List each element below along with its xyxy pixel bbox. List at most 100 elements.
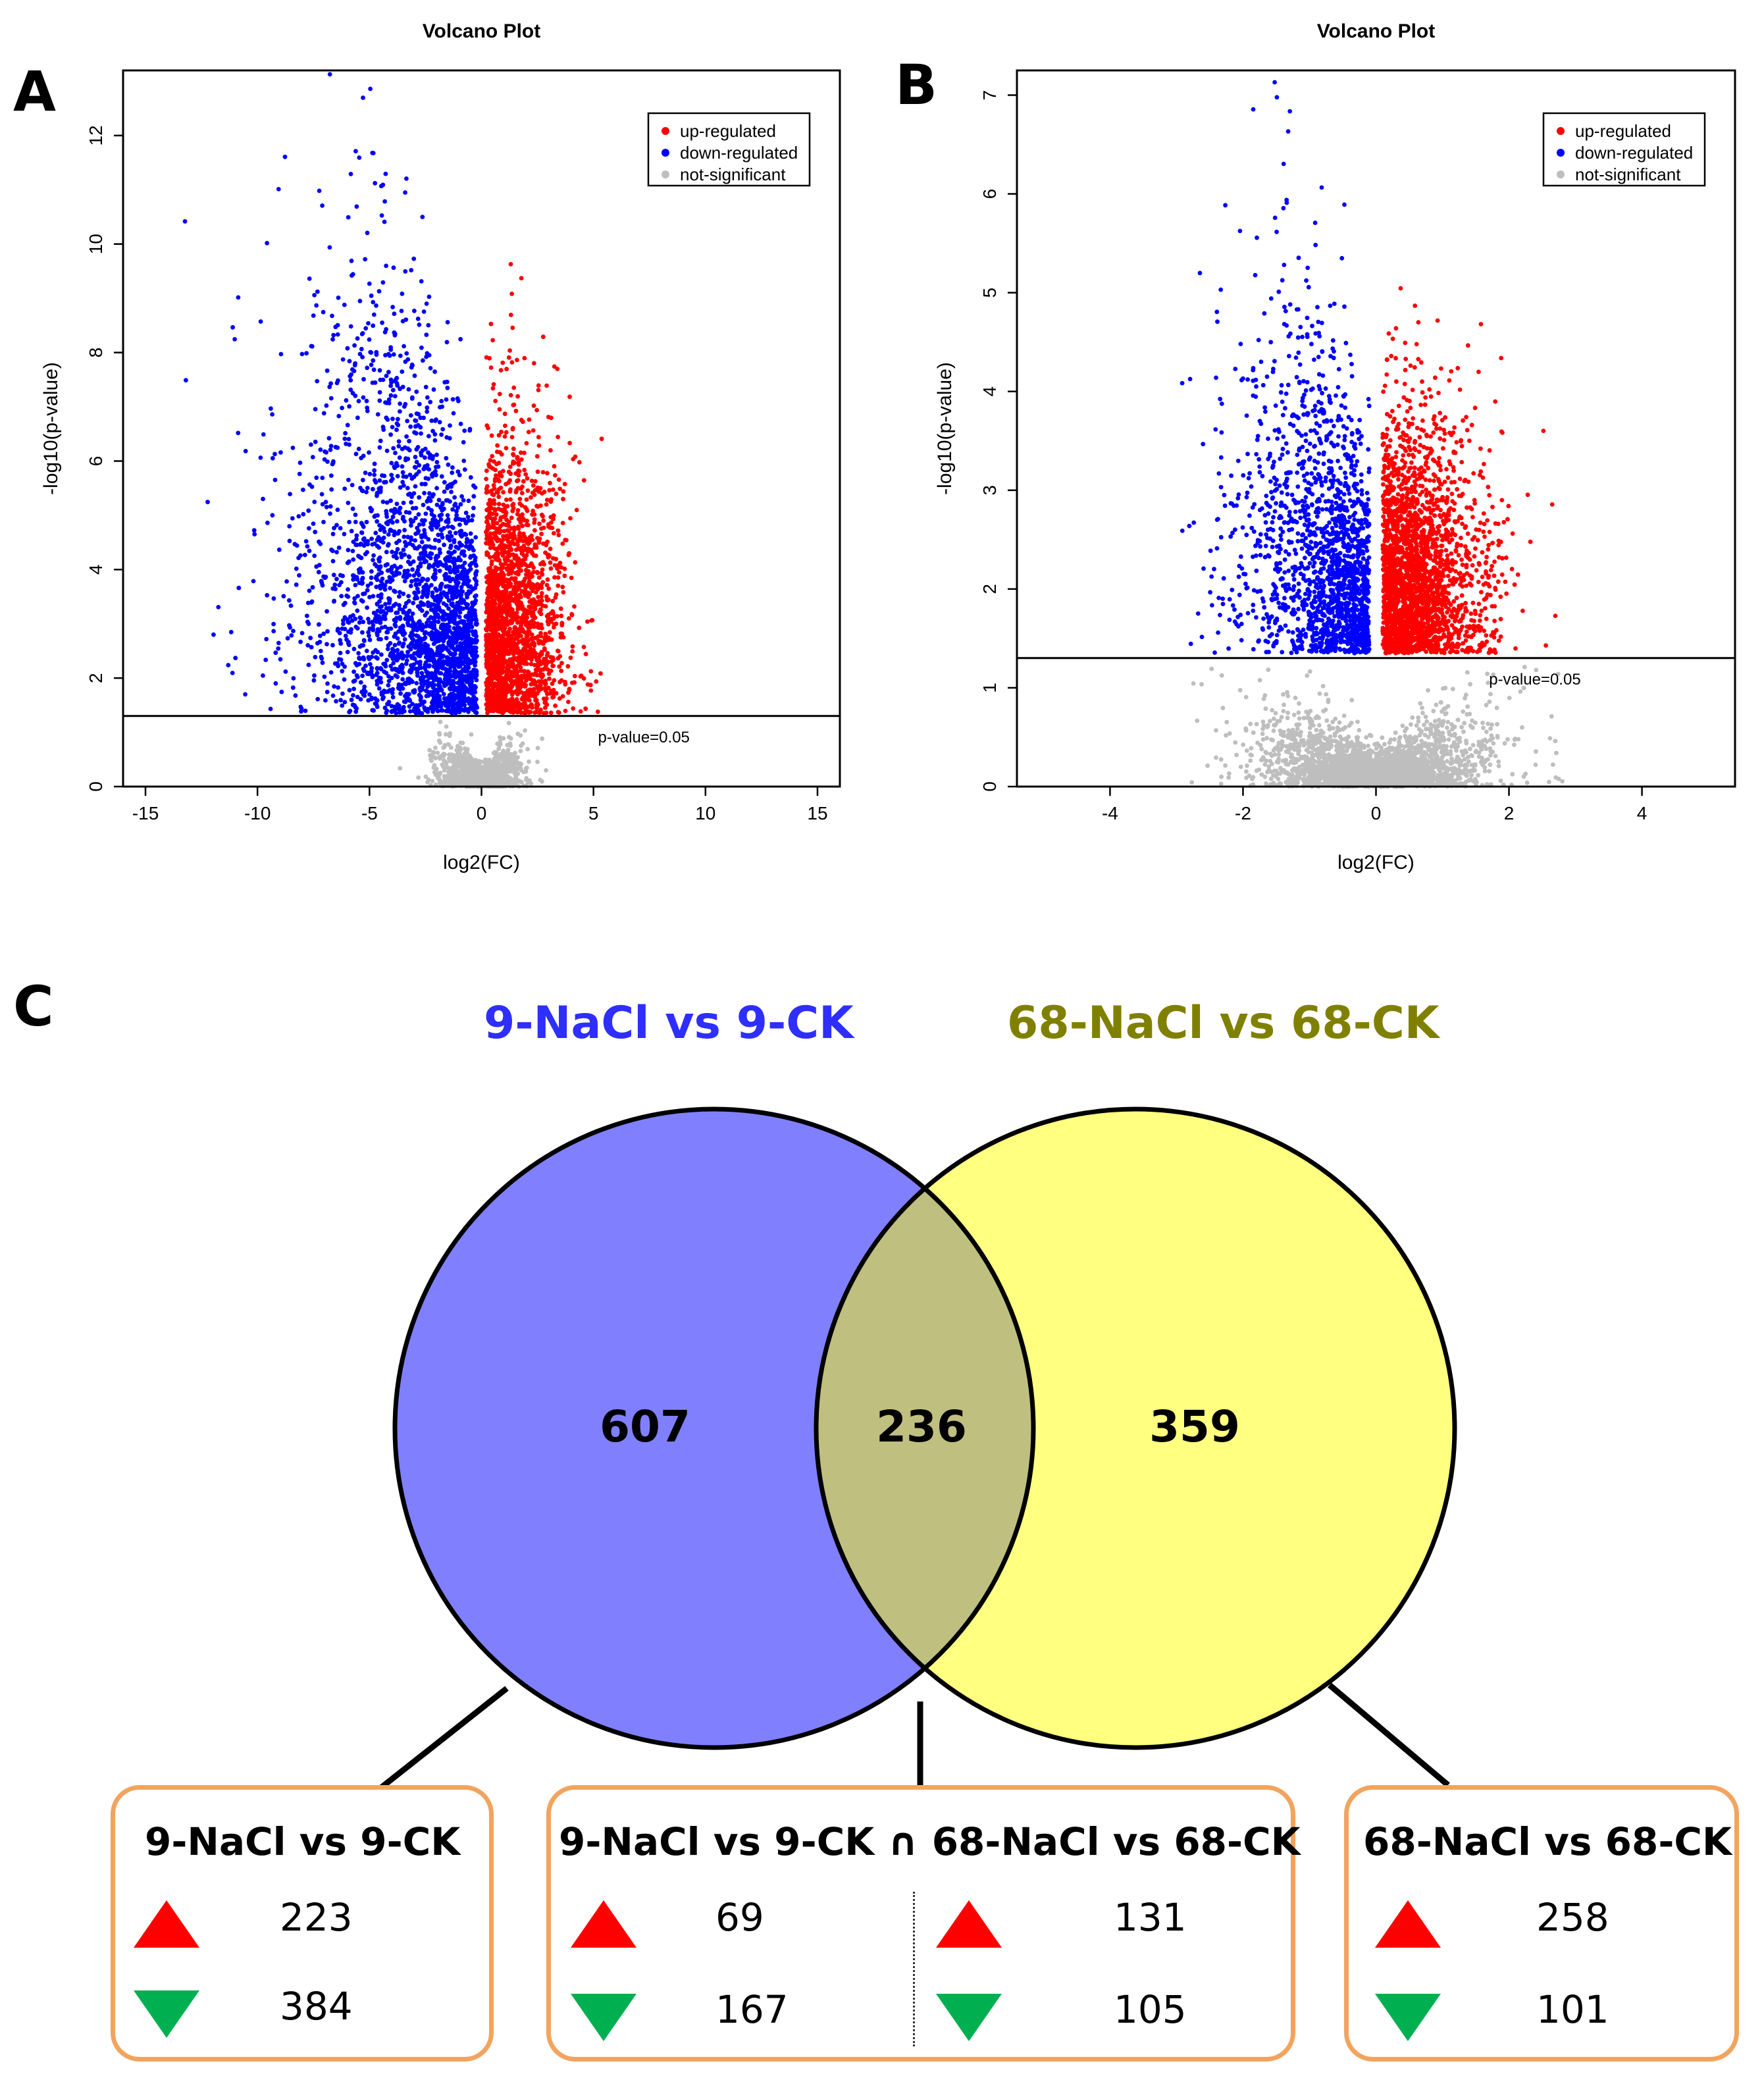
data-point	[413, 454, 418, 459]
data-point	[341, 602, 346, 608]
data-point	[361, 477, 365, 482]
data-point	[525, 746, 530, 752]
data-point	[356, 651, 361, 656]
data-point	[404, 176, 409, 181]
data-point	[547, 630, 552, 635]
data-point	[341, 621, 346, 627]
data-point	[273, 650, 278, 656]
data-point	[338, 698, 343, 703]
data-point	[330, 586, 336, 591]
data-point	[458, 502, 463, 507]
data-point	[281, 594, 286, 599]
data-point	[464, 632, 469, 636]
data-point	[394, 376, 400, 380]
data-point	[261, 496, 265, 502]
data-point	[467, 781, 472, 787]
data-point	[428, 400, 433, 405]
data-point	[315, 640, 320, 646]
data-point	[355, 594, 360, 598]
data-point	[501, 736, 506, 741]
data-point	[475, 771, 480, 776]
data-point	[294, 582, 299, 587]
data-point	[313, 654, 318, 660]
data-point	[360, 575, 365, 581]
data-point	[435, 689, 440, 694]
data-point	[401, 474, 406, 479]
data-point	[355, 626, 360, 631]
data-point	[398, 402, 402, 406]
data-point	[500, 753, 505, 758]
data-point	[383, 602, 388, 607]
data-point	[439, 432, 444, 437]
data-point	[455, 625, 460, 630]
data-point	[334, 577, 339, 582]
data-point	[432, 567, 438, 573]
data-point	[368, 506, 373, 511]
data-point	[438, 608, 443, 613]
data-point	[428, 621, 434, 625]
data-point	[334, 699, 338, 704]
data-point	[489, 433, 494, 438]
data-point	[359, 488, 365, 493]
data-point	[348, 172, 353, 176]
data-point	[415, 316, 421, 321]
data-point	[457, 745, 463, 750]
data-point	[384, 500, 390, 505]
data-point	[448, 499, 452, 504]
data-point	[353, 519, 358, 525]
data-point	[236, 295, 241, 300]
data-point	[386, 702, 390, 706]
data-point	[439, 512, 444, 517]
data-point	[513, 547, 519, 552]
data-point	[419, 482, 425, 486]
data-point	[373, 575, 378, 581]
data-point	[385, 568, 390, 573]
data-point	[432, 659, 437, 664]
data-point	[551, 556, 556, 561]
data-point	[361, 377, 366, 382]
data-point	[437, 731, 442, 736]
data-point	[356, 446, 361, 452]
data-point	[441, 638, 446, 644]
data-point	[369, 569, 374, 574]
data-point	[554, 491, 559, 496]
data-point	[463, 577, 467, 583]
data-point	[446, 519, 451, 525]
data-point	[358, 566, 363, 571]
data-point	[367, 337, 372, 342]
data-point	[366, 617, 371, 621]
data-point	[319, 656, 324, 661]
data-point	[400, 319, 405, 324]
data-point	[380, 696, 385, 702]
data-point	[353, 542, 359, 548]
data-point	[412, 430, 417, 435]
data-point	[519, 457, 524, 462]
data-point	[287, 524, 292, 529]
data-point	[448, 584, 453, 589]
data-point	[344, 441, 348, 446]
data-point	[276, 187, 281, 192]
data-point	[448, 423, 452, 428]
data-point	[446, 550, 451, 555]
data-point	[335, 445, 340, 450]
data-point	[465, 591, 471, 596]
data-point	[421, 358, 425, 363]
data-point	[447, 692, 452, 698]
data-point	[419, 600, 423, 605]
data-point	[438, 708, 444, 713]
data-point	[439, 399, 444, 403]
data-point	[556, 532, 561, 538]
data-point	[216, 605, 221, 610]
data-point	[598, 671, 603, 676]
data-point	[493, 565, 498, 570]
data-point	[444, 562, 448, 567]
data-point	[469, 605, 475, 610]
data-point	[417, 323, 422, 327]
data-point	[513, 408, 519, 413]
data-point	[388, 345, 393, 350]
data-point	[287, 598, 292, 603]
data-point	[454, 544, 459, 550]
data-point	[472, 684, 477, 688]
data-point	[429, 545, 434, 550]
